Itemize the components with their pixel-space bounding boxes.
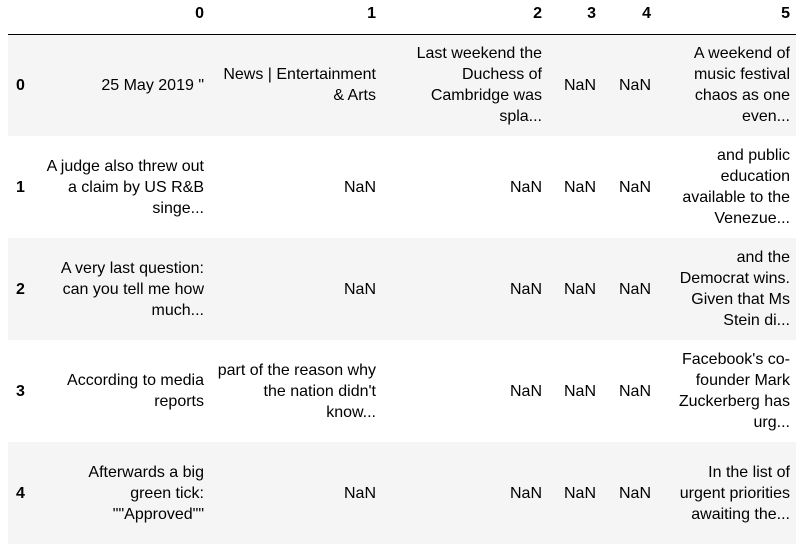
table-cell: Facebook's co-founder Mark Zuckerberg ha… xyxy=(678,351,790,431)
table-cell: A very last question: can you tell me ho… xyxy=(60,259,204,319)
index-header xyxy=(8,0,38,27)
dataframe-table: 0 1 2 3 4 5 0 25 May 2019 " News | Enter… xyxy=(8,0,796,544)
table-row: 3 According to media reports part of the… xyxy=(8,340,796,442)
table-cell: NaN xyxy=(618,382,651,400)
table-cell: NaN xyxy=(563,76,596,94)
table-cell: NaN xyxy=(563,280,596,298)
table-cell: NaN xyxy=(618,76,651,94)
column-header-2: 2 xyxy=(533,5,542,22)
table-cell: A weekend of music festival chaos as one… xyxy=(693,45,790,126)
table-row: 1 A judge also threw out a claim by US R… xyxy=(8,136,796,238)
table-cell: NaN xyxy=(509,484,542,502)
table-cell: In the list of urgent priorities awaitin… xyxy=(679,463,790,523)
column-header-3: 3 xyxy=(587,5,596,22)
table-cell: NaN xyxy=(618,280,651,298)
table-row: 2 A very last question: can you tell me … xyxy=(8,238,796,340)
row-index: 4 xyxy=(16,484,25,502)
column-header-1: 1 xyxy=(367,5,376,22)
table-cell: NaN xyxy=(343,280,376,298)
table-cell: NaN xyxy=(509,280,542,298)
row-index: 2 xyxy=(16,280,25,298)
table-cell: part of the reason why the nation didn't… xyxy=(217,361,376,421)
table-cell: NaN xyxy=(563,178,596,196)
row-index: 1 xyxy=(16,178,25,196)
table-row: 4 Afterwards a big green tick: ""Approve… xyxy=(8,442,796,544)
table-cell: NaN xyxy=(563,484,596,502)
column-header-0: 0 xyxy=(195,5,204,22)
table-cell: NaN xyxy=(509,382,542,400)
column-header-4: 4 xyxy=(642,5,651,22)
table-cell: NaN xyxy=(343,484,376,502)
table-cell: NaN xyxy=(343,178,376,196)
row-index: 0 xyxy=(16,76,25,94)
table-cell: NaN xyxy=(563,382,596,400)
table-cell: According to media reports xyxy=(67,372,204,410)
table-cell: and public education available to the Ve… xyxy=(682,147,790,227)
table-cell: NaN xyxy=(618,484,651,502)
table-cell: News | Entertainment & Arts xyxy=(223,66,376,105)
column-header-5: 5 xyxy=(781,5,790,22)
row-index: 3 xyxy=(16,382,25,400)
dataframe-output: 0 1 2 3 4 5 0 25 May 2019 " News | Enter… xyxy=(8,5,796,523)
table-cell: Afterwards a big green tick: ""Approved"… xyxy=(88,463,204,523)
table-header: 0 1 2 3 4 5 xyxy=(8,0,796,35)
header-divider xyxy=(8,27,796,35)
table-cell: NaN xyxy=(618,178,651,196)
table-cell: Last weekend the Duchess of Cambridge wa… xyxy=(416,45,542,126)
table-cell: NaN xyxy=(509,178,542,196)
table-row: 0 25 May 2019 " News | Entertainment & A… xyxy=(8,34,796,136)
table-cell: and the Democrat wins. Given that Ms Ste… xyxy=(679,249,790,329)
table-cell: A judge also threw out a claim by US R&B… xyxy=(46,157,204,217)
table-cell: 25 May 2019 " xyxy=(101,76,204,94)
